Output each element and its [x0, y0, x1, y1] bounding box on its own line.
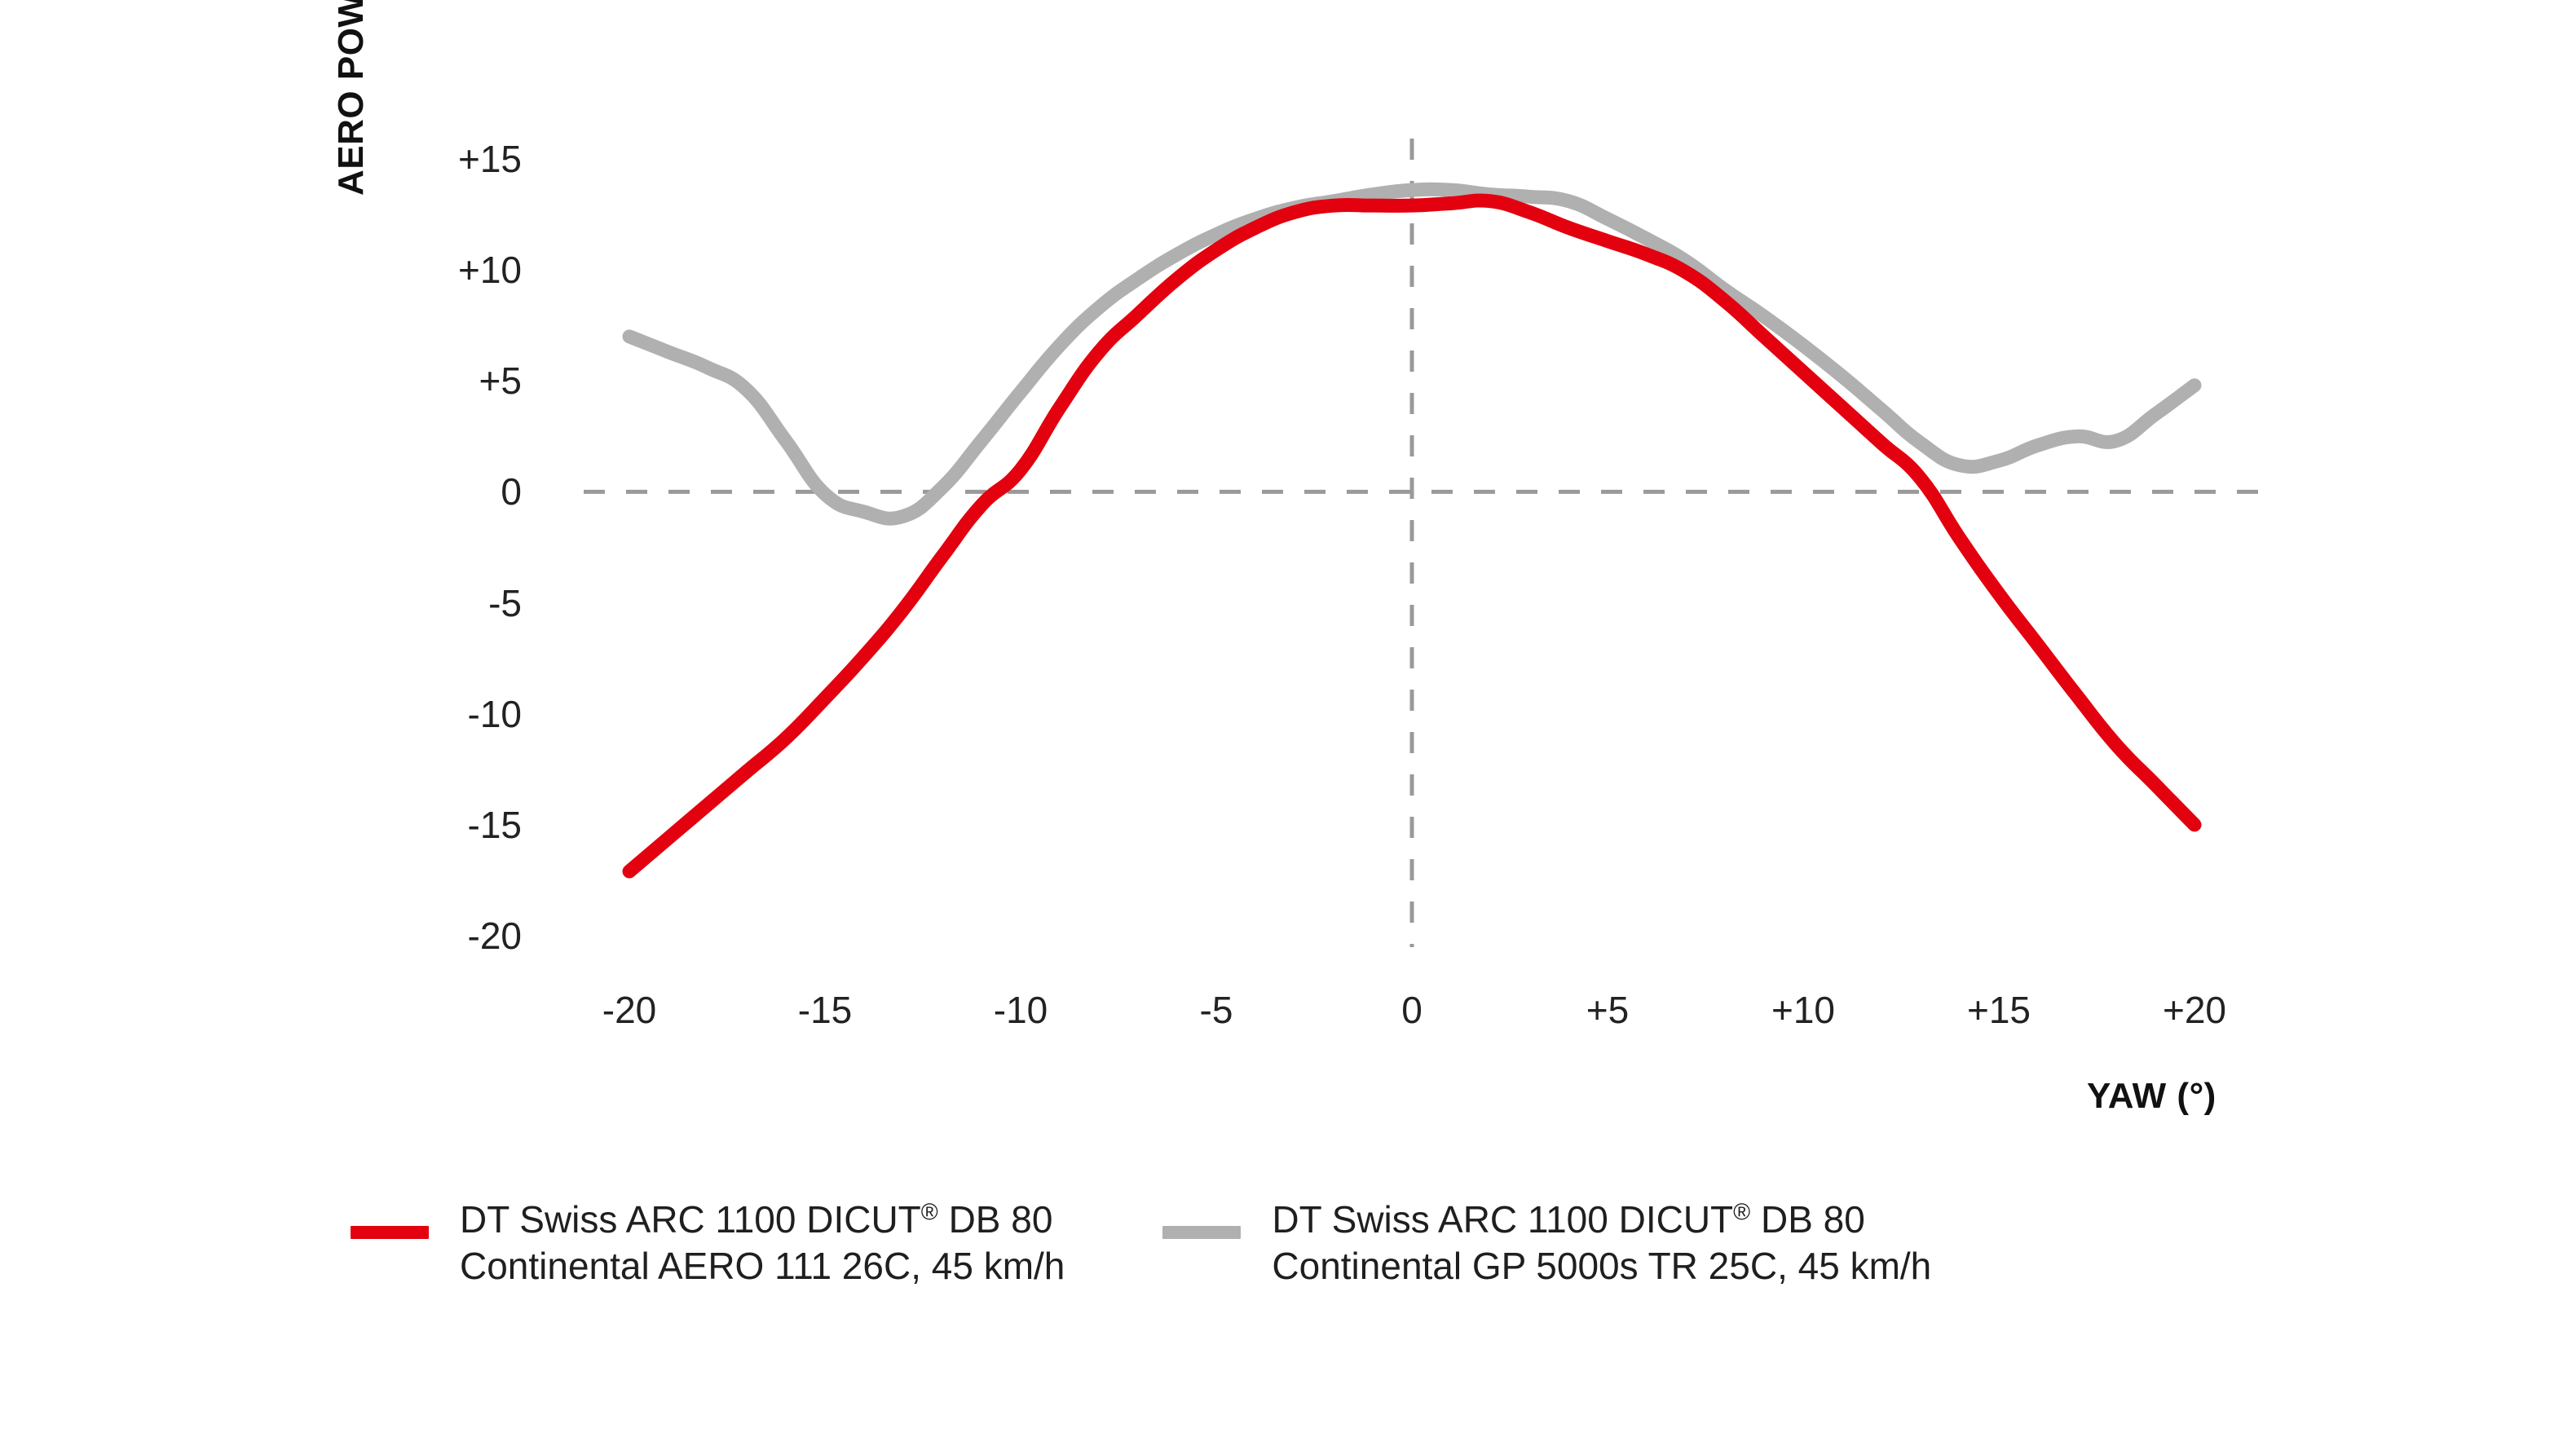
y-tick-label: -15	[467, 803, 522, 846]
y-tick-label: +15	[457, 138, 522, 180]
data-series	[622, 182, 2202, 879]
y-axis-tick-labels: +15 +10 +5 0 -5 -10 -15 -20	[326, 0, 522, 1446]
y-tick-label: -10	[467, 692, 522, 735]
x-tick-label: 0	[1401, 989, 1423, 1031]
y-tick-label: -5	[488, 581, 522, 624]
legend-label: DT Swiss ARC 1100 DICUT® DB 80 Continenta…	[1272, 1197, 1931, 1289]
registered-trademark-icon: ®	[1733, 1199, 1751, 1226]
y-tick-label: -20	[467, 915, 522, 957]
y-tick-label: +5	[479, 359, 522, 403]
x-tick-label: +15	[1966, 989, 2031, 1031]
legend-item[interactable]: DT Swiss ARC 1100 DICUT® DB 80 Continenta…	[351, 1197, 1065, 1289]
chart-legend: DT Swiss ARC 1100 DICUT® DB 80 Continenta…	[351, 1197, 1931, 1289]
reference-lines	[584, 139, 2274, 947]
legend-label: DT Swiss ARC 1100 DICUT® DB 80 Continenta…	[460, 1197, 1065, 1289]
x-axis-title: YAW (°)	[2087, 1076, 2217, 1116]
x-axis-tick-labels: -20 -15 -10 -5 0 +5 +10 +15 +20	[0, 988, 2576, 1045]
registered-trademark-icon: ®	[920, 1199, 938, 1226]
legend-item[interactable]: DT Swiss ARC 1100 DICUT® DB 80 Continenta…	[1162, 1197, 1931, 1289]
legend-label-line2: Continental GP 5000s TR 25C, 45 km/h	[1272, 1245, 1932, 1288]
y-tick-label: +10	[457, 249, 522, 292]
x-tick-label: +10	[1771, 989, 1836, 1031]
x-tick-label: +20	[2162, 989, 2227, 1031]
legend-color-swatch	[351, 1226, 429, 1239]
legend-label-line1: DT Swiss ARC 1100 DICUT® DB 80	[1272, 1198, 1865, 1241]
x-tick-label: -10	[993, 989, 1048, 1031]
x-tick-label: -5	[1199, 989, 1233, 1031]
legend-label-line1: DT Swiss ARC 1100 DICUT® DB 80	[460, 1198, 1053, 1241]
x-tick-label: -20	[602, 989, 657, 1031]
x-tick-label: -15	[797, 989, 853, 1031]
y-tick-label: 0	[501, 470, 522, 514]
x-tick-label: +5	[1586, 989, 1630, 1031]
legend-color-swatch	[1162, 1226, 1242, 1239]
series-line-aero-111	[622, 193, 2202, 879]
legend-label-line2: Continental AERO 111 26C, 45 km/h	[460, 1245, 1065, 1288]
series-line-gp-5000s	[622, 182, 2202, 526]
